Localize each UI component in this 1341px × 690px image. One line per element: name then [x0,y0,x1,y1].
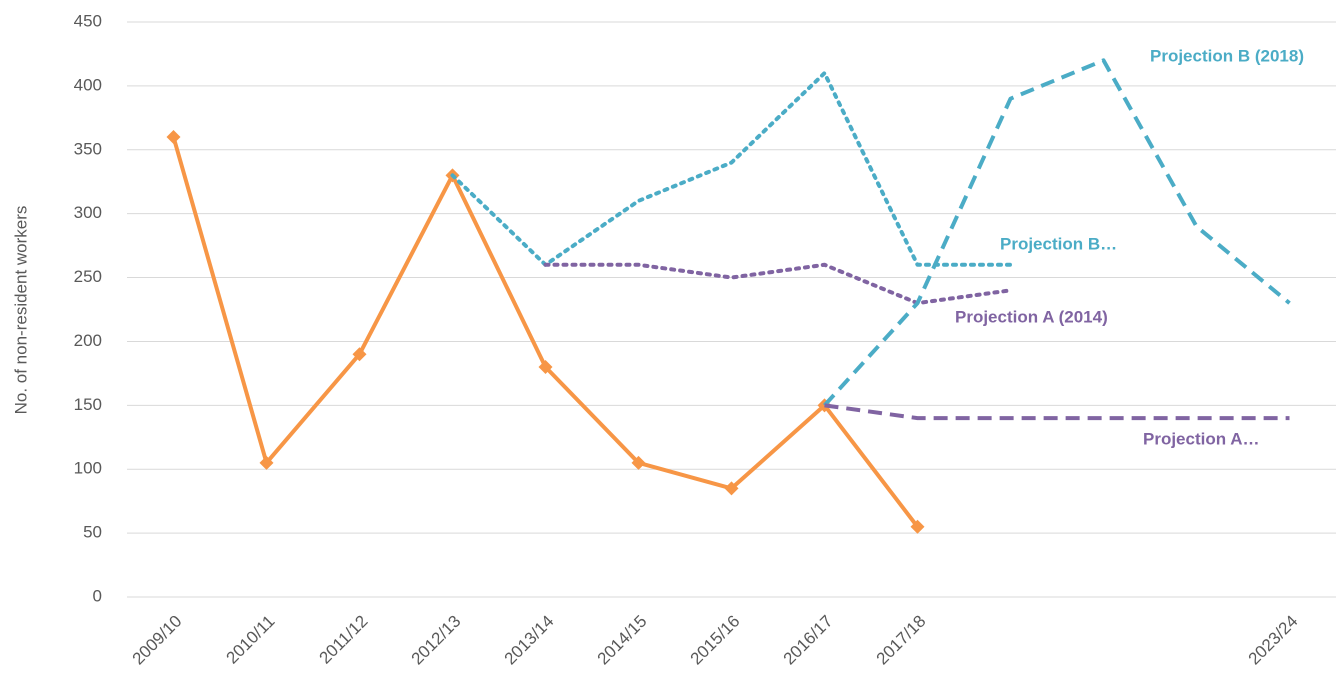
x-tick-label: 2014/15 [594,612,651,669]
y-tick-label: 250 [74,267,102,286]
series-label: Projection A… [1143,429,1260,448]
series-line [543,262,1013,306]
x-tick-label: 2015/16 [687,612,744,669]
series-line [824,403,1290,421]
point [259,455,274,470]
x-tick-label: 2013/14 [501,612,558,669]
x-tick-label: 2010/11 [222,612,278,668]
series-label: Projection B (2018) [1150,46,1304,65]
y-tick-label: 150 [74,395,102,414]
y-tick-label: 0 [93,586,102,605]
y-tick-label: 50 [83,523,102,542]
y-tick-label: 200 [74,331,102,350]
point [166,130,181,144]
series-label: Projection A (2014) [955,307,1108,326]
x-tick-label: 2016/17 [780,612,837,669]
x-tick-label: 2011/12 [315,612,371,668]
point [724,481,739,496]
series-line [171,136,920,528]
y-axis-label: No. of non-resident workers [11,206,30,415]
x-tick-label: 2017/18 [873,612,930,669]
y-tick-label: 300 [74,203,102,222]
y-tick-label: 400 [74,75,102,94]
point [352,347,367,362]
series-line [823,58,1291,407]
point [910,519,925,534]
point [631,455,646,470]
x-tick-label: 2012/13 [408,612,465,669]
x-tick-label: 2009/10 [129,612,186,669]
y-tick-label: 450 [74,11,102,30]
point [538,360,553,374]
x-tick-label: 2023/24 [1245,612,1302,669]
series-label: Projection B… [1000,234,1117,253]
y-tick-label: 350 [74,139,102,158]
series-line [450,71,1013,267]
y-tick-label: 100 [74,459,102,478]
